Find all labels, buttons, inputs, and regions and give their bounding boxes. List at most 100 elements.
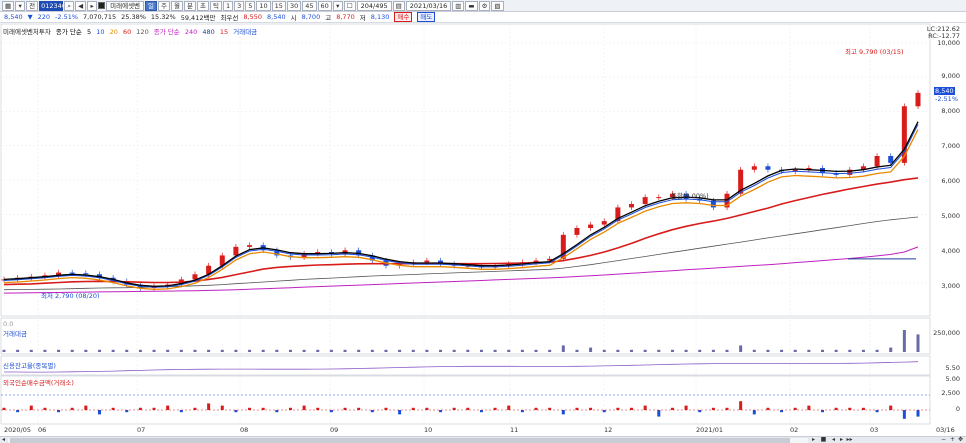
candle-body: [601, 221, 607, 225]
period-week-button[interactable]: 주: [158, 0, 171, 11]
next-stock-button[interactable]: ▸: [87, 0, 98, 11]
credit-line: [4, 361, 919, 373]
period-day-button[interactable]: 일: [145, 0, 158, 11]
scroll-left-icon[interactable]: ◂: [1, 436, 5, 443]
minute-15-button[interactable]: 15: [271, 0, 286, 11]
period-minute-button[interactable]: 분: [184, 0, 196, 11]
ratio-value: 25.38%: [121, 13, 146, 21]
sell-button[interactable]: 매도: [417, 12, 436, 22]
volume-bar: [616, 349, 620, 352]
low-label: 저: [359, 14, 366, 22]
market-select[interactable]: 전: [26, 0, 39, 11]
minute-3-button[interactable]: 3: [234, 0, 245, 11]
checkbox-icon[interactable]: ☐: [343, 0, 356, 11]
forward-icon[interactable]: ▸: [839, 436, 843, 443]
stock-code-input[interactable]: 012340: [39, 0, 66, 11]
foreign-bar: [916, 410, 920, 417]
candle-body: [724, 193, 730, 208]
foreign-bar: [725, 407, 729, 410]
volume-bar: [370, 349, 374, 352]
arrow-down-icon[interactable]: ▾: [332, 0, 343, 11]
volume-bar: [520, 349, 524, 352]
date-field[interactable]: 2021/03/16: [405, 0, 452, 11]
foreign-bar: [670, 407, 674, 410]
volume-bar: [630, 349, 634, 352]
foreign-bar: [520, 410, 524, 413]
period-second-button[interactable]: 초: [196, 0, 209, 11]
prev-stock-button[interactable]: ◀: [75, 0, 87, 11]
foreign-bar: [152, 407, 156, 410]
candle-body: [96, 274, 102, 278]
volume-bar: [684, 349, 688, 352]
stop-icon[interactable]: ■: [820, 436, 827, 443]
scroll-right-icon[interactable]: ▸: [811, 436, 815, 443]
date-label: 2020/05: [4, 426, 32, 434]
count-field[interactable]: 204/495: [356, 0, 392, 11]
candle-body: [438, 260, 444, 264]
volume-bar: [70, 349, 74, 352]
period-tick-button[interactable]: 틱: [209, 0, 222, 11]
candle-body: [342, 250, 348, 254]
volume-bar: [2, 349, 6, 352]
bid-price: 8,540: [267, 13, 286, 21]
buy-button[interactable]: 매수: [394, 12, 413, 22]
volume-bar: [207, 349, 211, 352]
candle-body: [656, 197, 662, 199]
minute-10-button[interactable]: 10: [256, 0, 271, 11]
candle-body: [901, 106, 907, 163]
candle-body: [710, 200, 716, 208]
axis-6000: 6,000: [941, 177, 960, 185]
minute-1-button[interactable]: 1: [222, 0, 234, 11]
scroll-thumb[interactable]: [10, 438, 790, 443]
calendar-icon[interactable]: ▤: [392, 0, 405, 11]
amount-value: 59,412백만: [180, 14, 216, 22]
legend-ma-5: 5: [87, 28, 92, 36]
minute-60-button[interactable]: 60: [317, 0, 332, 11]
foreign-bar: [534, 407, 538, 410]
current-pct-tag: -2.51%: [935, 95, 958, 103]
foreign-bar: [493, 407, 497, 410]
event-annotation: 통합(0.00%): [671, 192, 709, 200]
foreign-bar: [16, 410, 20, 413]
candle-body: [874, 156, 880, 167]
foreign-bar: [248, 407, 252, 410]
foreign-bar: [275, 410, 279, 413]
candle-body: [219, 255, 225, 266]
minute-5-button[interactable]: 5: [245, 0, 256, 11]
candle-body: [42, 275, 48, 277]
grid-icon[interactable]: ▦: [2, 0, 15, 11]
volume-bar: [166, 349, 170, 352]
volume-axis: 250,000: [933, 329, 960, 337]
dropdown-icon[interactable]: ▾: [15, 0, 26, 11]
minute-30-button[interactable]: 30: [286, 0, 302, 11]
search-icon[interactable]: ⌕: [64, 0, 75, 11]
period-month-button[interactable]: 월: [171, 0, 183, 11]
minimize-icon[interactable]: ▬: [465, 0, 478, 11]
volume-bar: [439, 349, 443, 352]
zoom-out-icon[interactable]: −: [940, 436, 947, 443]
volume-bar: [698, 349, 702, 352]
settings-icon[interactable]: ⚙: [478, 0, 491, 11]
price-panel-frame: [0, 23, 931, 317]
foreign-bar: [657, 410, 661, 417]
toolbar: ▦ ▾ 전 012340 ⌕ ◀ ▸ 미래에셋벤 일 주 월 분 초 틱 1 3…: [0, 0, 966, 12]
candle-body: [206, 265, 212, 275]
scroll-end-icon[interactable]: ▸▸: [846, 436, 853, 443]
volume-bar: [452, 349, 456, 352]
help-icon[interactable]: ▧: [491, 0, 504, 11]
foreign-bar: [193, 407, 197, 410]
stock-name-field[interactable]: 미래에셋벤: [106, 0, 145, 11]
candle-body: [424, 260, 430, 263]
minute-45-button[interactable]: 45: [302, 0, 317, 11]
back-icon[interactable]: ◂: [831, 436, 835, 443]
axis-3000: 3,000: [941, 282, 960, 290]
zoom-in-icon[interactable]: +: [949, 436, 956, 443]
candle-body: [274, 250, 280, 256]
table-icon[interactable]: ▥: [452, 0, 465, 11]
ma-120-line: [3, 216, 919, 291]
pan-icon[interactable]: ✥: [957, 436, 964, 443]
axis-4000: 4,000: [941, 247, 960, 255]
volume-bar: [29, 349, 33, 352]
foreign-bar: [370, 410, 374, 413]
